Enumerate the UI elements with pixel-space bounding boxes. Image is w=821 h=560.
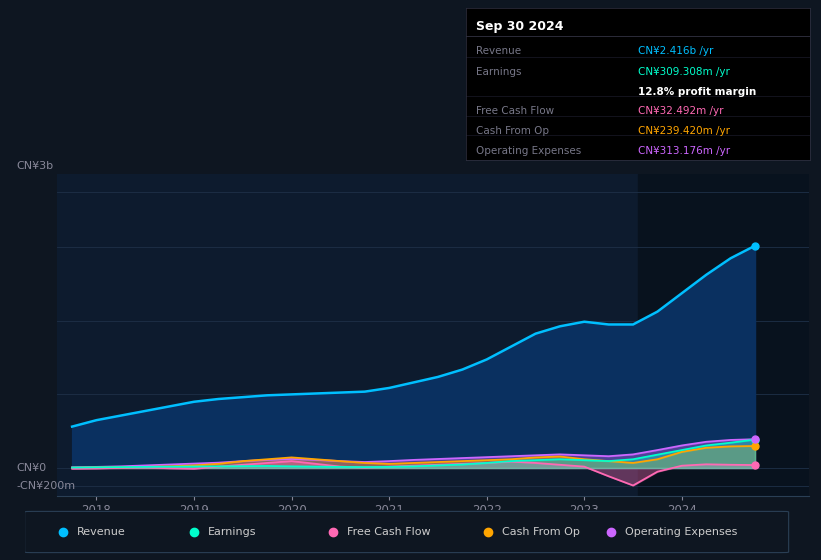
Text: CN¥313.176m /yr: CN¥313.176m /yr (638, 146, 730, 156)
Text: CN¥32.492m /yr: CN¥32.492m /yr (638, 106, 723, 116)
Text: Operating Expenses: Operating Expenses (476, 146, 581, 156)
Text: 12.8% profit margin: 12.8% profit margin (638, 87, 756, 96)
Text: CN¥3b: CN¥3b (16, 161, 53, 171)
Text: Revenue: Revenue (77, 527, 126, 537)
Text: Revenue: Revenue (476, 46, 521, 56)
Text: -CN¥200m: -CN¥200m (16, 482, 76, 492)
Text: Earnings: Earnings (476, 67, 521, 77)
Text: CN¥2.416b /yr: CN¥2.416b /yr (638, 46, 713, 56)
Text: Sep 30 2024: Sep 30 2024 (476, 21, 563, 34)
Text: CN¥309.308m /yr: CN¥309.308m /yr (638, 67, 730, 77)
Text: Cash From Op: Cash From Op (502, 527, 580, 537)
Text: Cash From Op: Cash From Op (476, 126, 549, 136)
Bar (638, 174, 821, 496)
Text: Free Cash Flow: Free Cash Flow (476, 106, 554, 116)
Text: Earnings: Earnings (209, 527, 257, 537)
Text: Free Cash Flow: Free Cash Flow (347, 527, 431, 537)
Text: Operating Expenses: Operating Expenses (625, 527, 737, 537)
Text: CN¥0: CN¥0 (16, 463, 47, 473)
Text: CN¥239.420m /yr: CN¥239.420m /yr (638, 126, 730, 136)
